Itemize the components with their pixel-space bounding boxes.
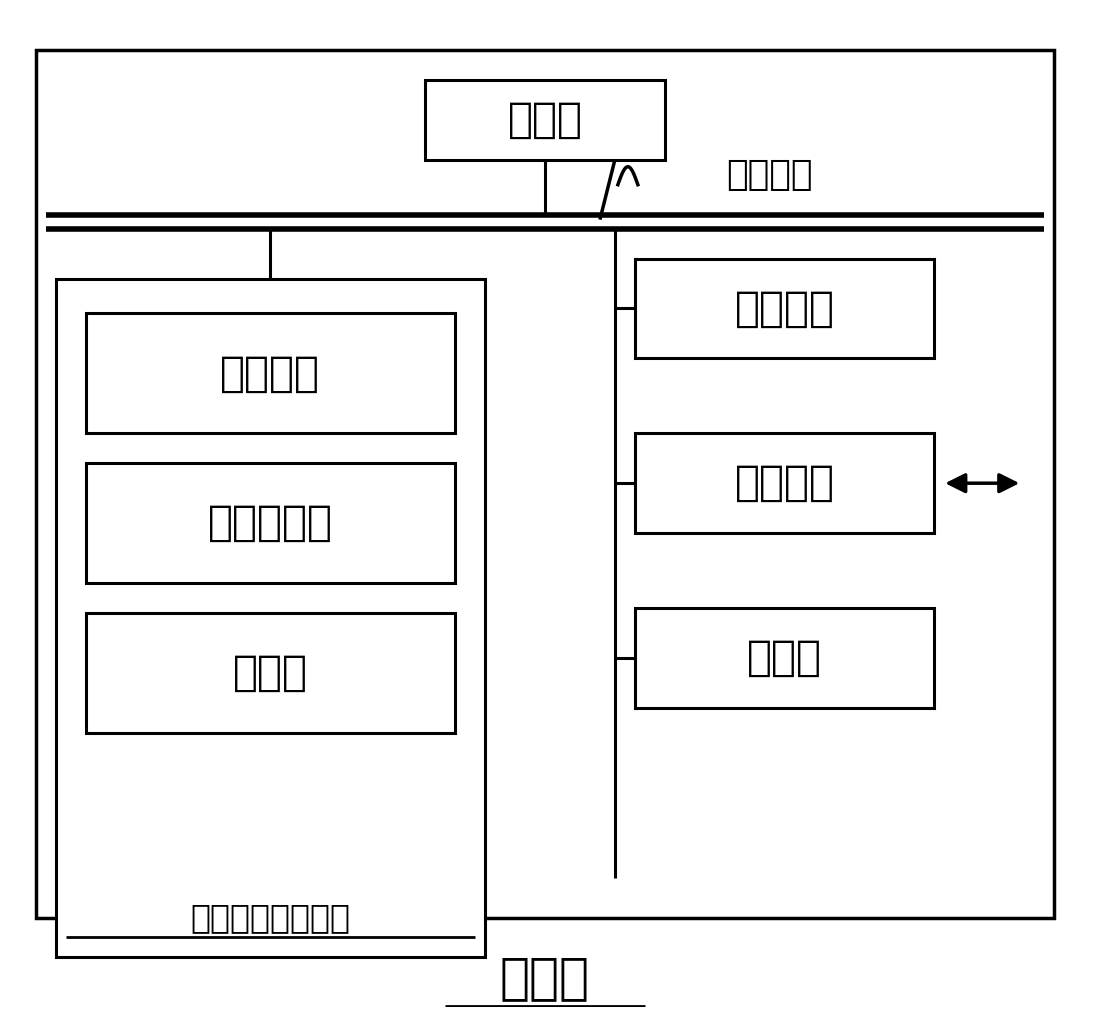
Text: 计算机程序: 计算机程序 bbox=[208, 502, 333, 544]
Bar bbox=[56, 278, 485, 958]
Text: 网络接口: 网络接口 bbox=[735, 462, 834, 504]
Text: 操作系统: 操作系统 bbox=[220, 352, 321, 395]
Bar bbox=[36, 49, 1055, 918]
Bar bbox=[635, 258, 934, 358]
Bar bbox=[635, 608, 934, 708]
Text: 系统总线: 系统总线 bbox=[726, 157, 813, 192]
Text: 数据库: 数据库 bbox=[233, 652, 307, 694]
Text: 数据库: 数据库 bbox=[747, 637, 822, 679]
Bar bbox=[86, 463, 455, 583]
Bar bbox=[86, 613, 455, 733]
Text: 处理器: 处理器 bbox=[508, 99, 583, 141]
Text: 服务器: 服务器 bbox=[500, 955, 590, 1002]
Text: 非易失性存储介质: 非易失性存储介质 bbox=[191, 901, 350, 934]
Bar bbox=[635, 433, 934, 533]
Bar bbox=[86, 314, 455, 433]
Text: 内存储器: 内存储器 bbox=[735, 288, 834, 330]
Bar bbox=[425, 80, 665, 159]
